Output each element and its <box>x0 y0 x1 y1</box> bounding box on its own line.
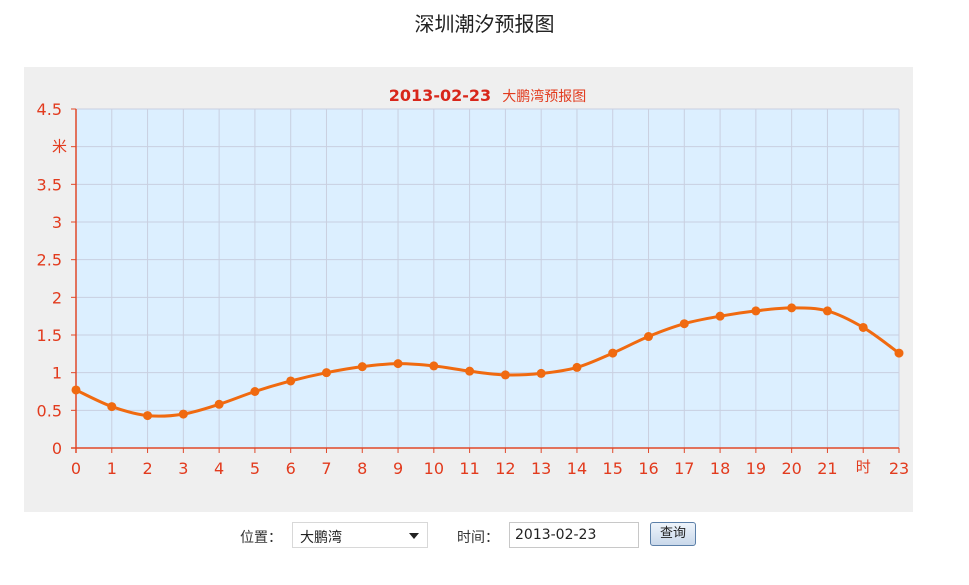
y-axis-unit-label: 米 <box>52 138 67 156</box>
tide-data-point <box>393 359 403 369</box>
tide-data-point <box>250 387 260 396</box>
x-tick-label: 13 <box>531 459 551 478</box>
tide-data-point <box>500 370 510 380</box>
chart-title: 2013-02-23 大鹏湾预报图 <box>389 86 586 105</box>
chart-title-date: 2013-02-23 <box>389 86 491 105</box>
tide-data-point <box>71 385 81 395</box>
x-tick-label: 8 <box>357 459 367 478</box>
tide-data-point <box>214 399 224 409</box>
x-tick-label: 6 <box>286 459 296 478</box>
chart-title-place: 大鹏湾预报图 <box>502 88 586 105</box>
x-tick-label: 7 <box>321 459 331 478</box>
tide-data-point <box>715 311 725 321</box>
tide-data-point <box>679 319 689 329</box>
x-tick-label: 18 <box>710 459 730 478</box>
tide-data-point <box>143 411 153 421</box>
y-tick-label: 2.5 <box>37 251 62 270</box>
tide-data-point <box>286 376 296 386</box>
x-tick-label: 10 <box>424 459 444 478</box>
tide-data-point <box>536 368 546 378</box>
y-tick-label: 3.5 <box>37 175 62 194</box>
y-tick-label: 0.5 <box>37 401 62 420</box>
tide-data-point <box>572 362 582 372</box>
y-tick-label: 2 <box>52 288 62 307</box>
time-label: 时间： <box>457 530 499 546</box>
location-label: 位置： <box>240 530 282 546</box>
x-tick-label: 15 <box>603 459 623 478</box>
x-tick-label: 1 <box>107 459 117 478</box>
x-tick-label: 0 <box>71 459 81 478</box>
x-tick-label: 14 <box>567 459 587 478</box>
y-tick-label: 0 <box>52 439 62 458</box>
tide-chart: 00.511.522.533.54.50 1 2 3 4 5 6 7 8 9 10 11 12 13 14 1… <box>37 86 910 478</box>
location-select-value: 大鹏湾 <box>300 530 342 546</box>
x-axis-unit-label: 时 <box>856 458 871 476</box>
x-tick-label: 21 <box>817 459 837 478</box>
query-button[interactable]: 查询 <box>650 522 696 546</box>
tick-labels: 00.511.522.533.54.50 1 2 3 4 5 6 7 8 9 10 11 12 13 14 1… <box>37 100 910 478</box>
chevron-down-icon <box>409 533 419 539</box>
y-tick-label: 1.5 <box>37 326 62 345</box>
tide-points <box>71 303 904 421</box>
tide-data-point <box>107 402 117 412</box>
x-tick-label: 5 <box>250 459 260 478</box>
page-title: 深圳潮汐预报图 <box>414 12 555 36</box>
x-tick-label: 3 <box>178 459 188 478</box>
x-tick-label: 12 <box>495 459 515 478</box>
tide-data-point <box>321 368 331 378</box>
x-tick-label: 4 <box>214 459 224 478</box>
x-tick-label: 19 <box>746 459 766 478</box>
query-bar: 位置： 大鹏湾 时间： 2013-02-23 查询 <box>0 518 969 552</box>
y-tick-label: 4.5 <box>37 100 62 119</box>
tide-data-point <box>787 303 797 313</box>
tide-data-point <box>465 366 475 376</box>
x-tick-label: 9 <box>393 459 403 478</box>
x-tick-label: 11 <box>459 459 479 478</box>
x-tick-label: 20 <box>781 459 801 478</box>
x-tick-label: 23 <box>889 459 909 478</box>
x-tick-label: 16 <box>638 459 658 478</box>
tide-data-point <box>178 409 188 419</box>
tide-data-point <box>357 362 367 372</box>
x-tick-label: 2 <box>142 459 152 478</box>
tide-data-point <box>822 306 832 316</box>
date-input[interactable]: 2013-02-23 <box>509 522 639 548</box>
tide-data-point <box>644 332 654 342</box>
axes <box>71 108 900 453</box>
tide-data-point <box>429 361 439 371</box>
tide-data-point <box>894 348 904 358</box>
plot-area <box>76 109 899 448</box>
location-select[interactable]: 大鹏湾 <box>292 522 428 548</box>
y-tick-label: 3 <box>52 213 62 232</box>
date-input-value: 2013-02-23 <box>515 527 597 543</box>
tide-data-point <box>858 322 868 332</box>
x-tick-label: 17 <box>674 459 694 478</box>
tide-data-point <box>751 306 761 316</box>
chart-panel: 0 0.5 1 1.5 2 2.5 3 3.5 4.5 0 1 2 3 4 5 6 7 8 9 10 11 12 13 14 1… <box>24 67 913 512</box>
y-tick-label: 1 <box>52 364 62 383</box>
tide-data-point <box>608 348 618 358</box>
